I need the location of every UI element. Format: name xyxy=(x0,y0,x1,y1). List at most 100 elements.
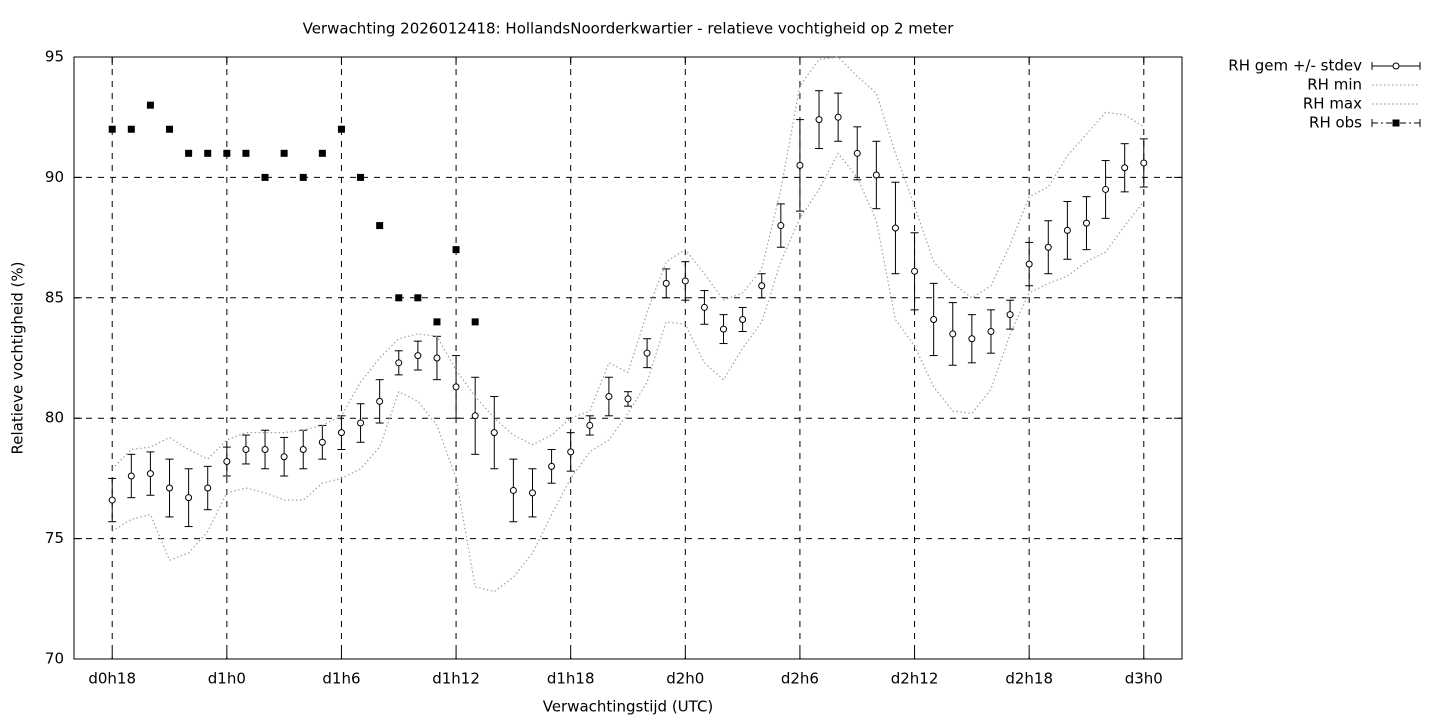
legend-swatch xyxy=(1392,119,1400,127)
obs-point xyxy=(108,125,116,133)
mean-point xyxy=(357,419,365,427)
mean-point xyxy=(299,446,307,454)
mean-point xyxy=(758,282,766,290)
mean-point xyxy=(930,315,938,323)
x-tick-label: d2h0 xyxy=(666,670,704,688)
error-bar xyxy=(222,446,231,477)
obs-point xyxy=(166,125,174,133)
x-tick-label: d1h12 xyxy=(432,670,480,688)
mean-point xyxy=(185,494,193,502)
mean-point xyxy=(414,352,422,360)
error-bar xyxy=(604,376,613,417)
mean-point xyxy=(567,448,575,456)
mean-point xyxy=(1140,159,1148,167)
error-bar xyxy=(1044,220,1053,275)
obs-point xyxy=(452,246,460,254)
mean-point xyxy=(777,222,785,230)
mean-point xyxy=(796,161,804,169)
error-bar xyxy=(585,415,594,436)
y-tick-label: 75 xyxy=(45,529,64,547)
error-bar xyxy=(375,379,384,424)
mean-point xyxy=(681,277,689,285)
mean-point xyxy=(834,113,842,121)
error-bar xyxy=(1063,200,1072,260)
error-bar xyxy=(872,140,881,210)
legend-label: RH obs xyxy=(1309,114,1362,132)
error-bar xyxy=(127,453,136,499)
error-bar xyxy=(681,261,690,301)
obs-point xyxy=(127,125,135,133)
range-line xyxy=(111,56,1145,470)
mean-point xyxy=(605,393,613,401)
mean-point xyxy=(1121,164,1129,172)
obs-point xyxy=(299,173,307,181)
obs-point xyxy=(357,173,365,181)
mean-point xyxy=(376,397,384,405)
legend-label: RH min xyxy=(1307,76,1362,94)
mean-point xyxy=(509,486,517,494)
error-bar xyxy=(490,396,499,470)
error-bar xyxy=(165,458,174,518)
x-tick-label: d2h18 xyxy=(1005,670,1053,688)
error-bar xyxy=(394,350,403,376)
error-bar xyxy=(776,203,785,248)
mean-point xyxy=(643,349,651,357)
mean-point xyxy=(586,421,594,429)
error-bar xyxy=(432,335,441,381)
error-bar xyxy=(757,273,766,299)
error-bar xyxy=(337,415,346,451)
mean-point xyxy=(891,224,899,232)
mean-point xyxy=(261,446,269,454)
obs-point xyxy=(471,318,479,326)
mean-point xyxy=(490,429,498,437)
error-bar xyxy=(203,465,212,511)
x-tick-label: d1h18 xyxy=(547,670,595,688)
mean-point xyxy=(452,383,460,391)
obs-point xyxy=(318,149,326,157)
obs-point xyxy=(185,149,193,157)
mean-point xyxy=(1063,226,1071,234)
error-bar xyxy=(967,314,976,364)
error-bar xyxy=(318,424,327,460)
mean-point xyxy=(548,462,556,470)
y-tick-label: 85 xyxy=(45,288,64,306)
error-bar xyxy=(643,338,652,369)
y-tick-label: 80 xyxy=(45,409,64,427)
mean-point xyxy=(223,458,231,466)
mean-point xyxy=(242,446,250,454)
obs-point xyxy=(261,173,269,181)
error-bar xyxy=(299,429,308,470)
mean-point xyxy=(127,472,135,480)
error-bar xyxy=(280,436,289,477)
mean-point xyxy=(1025,260,1033,268)
error-bar xyxy=(624,391,632,407)
obs-point xyxy=(433,318,441,326)
mean-point xyxy=(166,484,174,492)
error-bar xyxy=(834,92,843,142)
legend-label: RH gem +/- stdev xyxy=(1228,57,1362,75)
mean-point xyxy=(146,470,154,478)
error-bar xyxy=(261,429,270,470)
mean-point xyxy=(949,330,957,338)
error-bar xyxy=(108,477,117,523)
error-bar xyxy=(929,282,938,357)
y-tick-label: 95 xyxy=(45,48,64,66)
error-bar xyxy=(1120,143,1129,193)
y-axis-label: Relatieve vochtigheid (%) xyxy=(9,261,27,454)
error-bar xyxy=(1025,241,1034,287)
error-bar xyxy=(700,290,709,325)
error-bar xyxy=(413,340,422,371)
obs-point xyxy=(146,101,154,109)
chart-title: Verwachting 2026012418: HollandsNoorderk… xyxy=(303,20,955,38)
error-bar xyxy=(795,119,804,212)
plot-frame xyxy=(73,56,1183,660)
error-bar xyxy=(1139,138,1148,188)
error-bar xyxy=(815,90,824,150)
mean-point xyxy=(720,325,728,333)
mean-point xyxy=(739,315,747,323)
obs-point xyxy=(395,294,403,302)
x-tick-label: d0h18 xyxy=(88,670,136,688)
x-tick-label: d2h6 xyxy=(781,670,819,688)
mean-point xyxy=(624,395,632,403)
error-bar xyxy=(452,355,461,419)
